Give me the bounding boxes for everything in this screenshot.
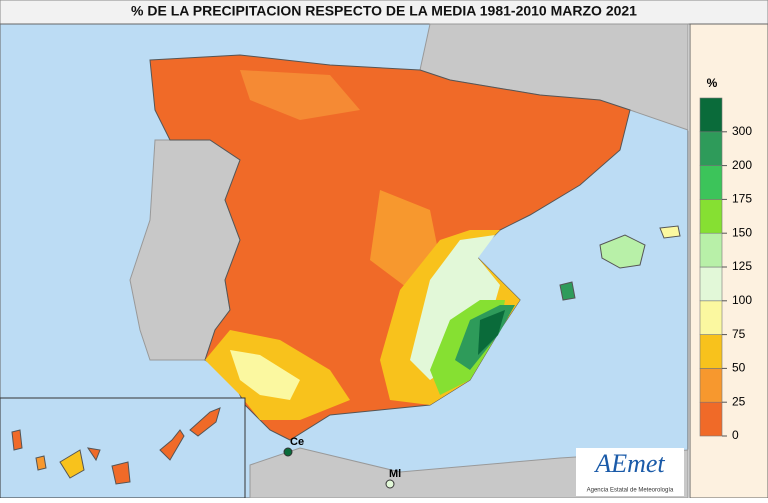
legend-swatch bbox=[699, 165, 723, 200]
legend-label: 125 bbox=[732, 259, 752, 273]
legend-label: 175 bbox=[732, 192, 752, 206]
patch-darkest-green bbox=[478, 310, 505, 355]
logo-box bbox=[576, 448, 684, 496]
legend-swatch bbox=[699, 334, 723, 369]
island bbox=[35, 455, 47, 471]
title: % DE LA PRECIPITACION RESPECTO DE LA MED… bbox=[131, 3, 637, 19]
logo-subtitle: Agencia Estatal de Meteorología bbox=[587, 488, 674, 494]
place-label: Ml bbox=[389, 468, 401, 480]
logo: AEmet bbox=[593, 449, 665, 478]
legend-swatch bbox=[699, 97, 723, 133]
menorca bbox=[659, 225, 681, 239]
patch-orange bbox=[240, 70, 360, 120]
legend-unit: % bbox=[707, 76, 718, 90]
legend-label: 0 bbox=[732, 428, 739, 442]
island bbox=[159, 429, 185, 461]
legend-swatch bbox=[699, 199, 723, 234]
legend-label: 25 bbox=[732, 394, 746, 408]
place-label: Ce bbox=[290, 436, 304, 448]
canary-islands bbox=[11, 407, 221, 485]
mallorca bbox=[599, 234, 646, 269]
ibiza bbox=[559, 281, 576, 301]
legend-swatch bbox=[699, 300, 723, 335]
legend-swatch bbox=[699, 232, 723, 268]
legend: % 0 25 50 75 100 125 150 175 200 300 bbox=[689, 23, 768, 499]
ceuta bbox=[283, 447, 293, 457]
island bbox=[111, 461, 131, 485]
legend-swatch bbox=[699, 266, 723, 302]
legend-label: 150 bbox=[732, 225, 752, 239]
legend-label: 100 bbox=[732, 293, 752, 307]
melilla bbox=[385, 479, 395, 489]
patch-light-green bbox=[410, 235, 500, 380]
island bbox=[189, 407, 221, 437]
patch-light bbox=[230, 350, 300, 400]
map: Ce Ml AEmet Agencia Estatal de Meteorolo… bbox=[0, 23, 689, 499]
legend-label: 75 bbox=[732, 327, 746, 341]
legend-label: 200 bbox=[732, 158, 752, 172]
legend-label: 300 bbox=[732, 124, 752, 138]
legend-swatch bbox=[699, 368, 723, 403]
legend-label: 50 bbox=[732, 361, 746, 375]
island bbox=[86, 447, 101, 462]
legend-swatch bbox=[699, 401, 723, 437]
island bbox=[11, 429, 23, 451]
legend-swatch bbox=[699, 131, 723, 166]
island bbox=[59, 449, 85, 479]
